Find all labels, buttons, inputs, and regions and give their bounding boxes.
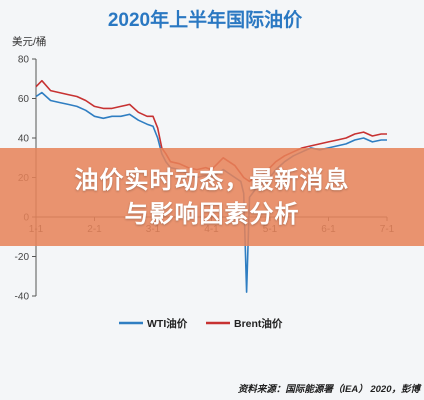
source-note: 资料来源：国际能源署（IEA） 2020，彭博 [238,383,423,395]
y-axis-label: 美元/桶 [12,35,46,48]
y-tick-label: 40 [18,134,30,145]
y-tick-label: 80 [18,55,30,66]
legend: WTI油价 Brent油价 [119,317,283,330]
overlay-headline-line2: 与影响因素分析 [124,200,300,228]
legend-label-wti: WTI油价 [147,317,188,330]
y-tick-label: 60 [18,94,30,105]
chart-title: 2020年上半年国际油价 [108,8,303,31]
overlay-banner: 油价实时动态，最新消息 与影响因素分析 [0,148,424,246]
overlay-headline-line1: 油价实时动态，最新消息 [74,166,350,194]
y-tick-label: -40 [15,292,30,303]
y-tick-label: -20 [15,252,30,263]
legend-label-brent: Brent油价 [234,317,283,330]
